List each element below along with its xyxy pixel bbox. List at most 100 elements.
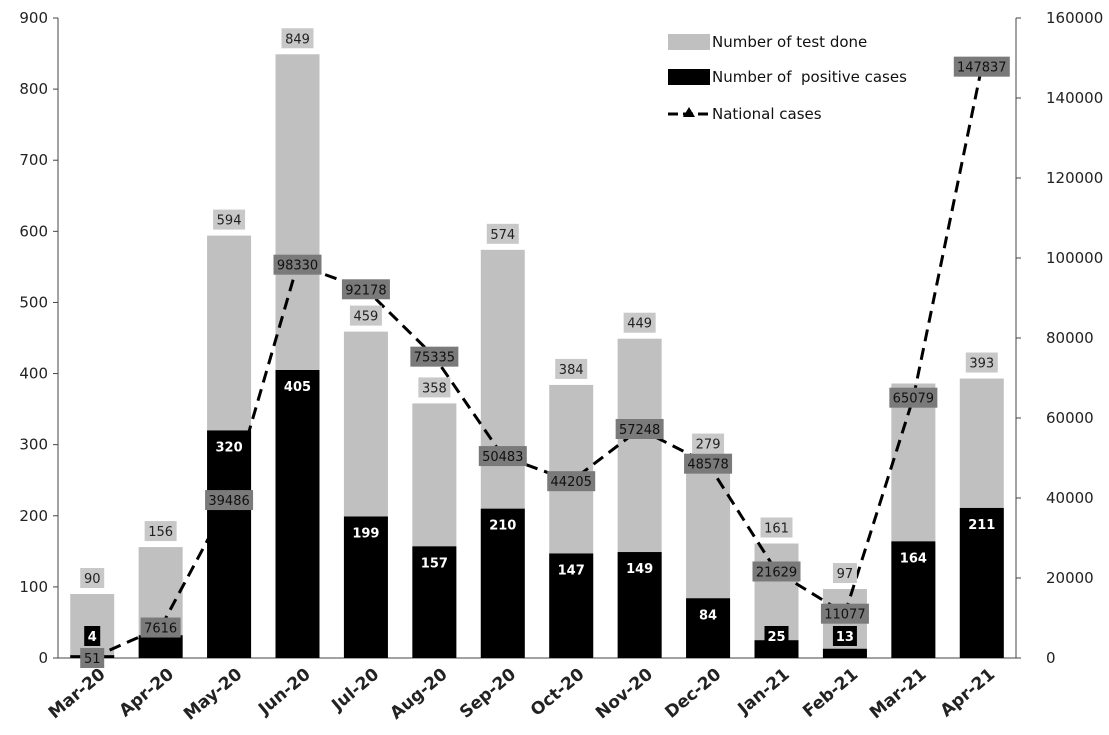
legend-marker-national — [683, 107, 695, 117]
national-data-label: 44205 — [551, 475, 592, 490]
national-data-label-bg — [684, 453, 733, 474]
national-data-label: 57248 — [619, 423, 660, 438]
y-right-tick-label: 120000 — [1046, 169, 1103, 187]
national-data-label: 51 — [84, 652, 101, 667]
positive-data-label: 199 — [352, 526, 379, 541]
y-right-tick-label: 40000 — [1046, 489, 1094, 507]
positive-data-label-bg — [555, 559, 588, 580]
legend-label-positive: Number of positive cases — [712, 68, 907, 86]
positive-data-label-bg — [84, 626, 101, 646]
tests-data-label: 156 — [148, 525, 173, 540]
positive-data-label: 211 — [968, 518, 995, 533]
national-data-label-bg — [80, 648, 105, 668]
positive-data-label-bg — [764, 626, 789, 646]
y-left-tick-label: 100 — [19, 578, 48, 596]
national-data-label: 48578 — [687, 458, 728, 473]
y-left-tick-label: 300 — [19, 436, 48, 454]
national-data-label-bg — [953, 56, 1010, 77]
bar-positive-cases — [822, 648, 867, 658]
tests-data-label-bg — [80, 568, 105, 588]
tests-data-label-bg — [144, 521, 177, 542]
tests-data-label: 849 — [285, 32, 310, 47]
national-data-label: 92178 — [345, 283, 386, 298]
legend-label-national: National cases — [712, 105, 822, 123]
tests-data-label: 97 — [837, 567, 854, 582]
positive-data-label: 84 — [699, 608, 717, 623]
tests-data-label-bg — [213, 209, 246, 230]
y-right-tick-label: 160000 — [1046, 9, 1103, 27]
x-tick-label: Aug-20 — [387, 664, 452, 723]
positive-data-label: 405 — [284, 380, 311, 395]
positive-data-label: 164 — [900, 551, 927, 566]
national-data-label: 39486 — [208, 494, 249, 509]
positive-data-label-bg — [623, 558, 656, 579]
data-labels-layer: 90 156 594 849 459 358 574 384 449 279 161 97 393 4 32… — [80, 28, 1010, 668]
bars-layer — [70, 54, 1004, 659]
x-tick-label: Dec-20 — [662, 664, 726, 722]
positive-data-label: 210 — [489, 519, 516, 534]
legend-swatch-positive — [668, 69, 710, 85]
national-data-label: 98330 — [277, 259, 318, 274]
national-data-label-bg — [889, 387, 938, 408]
tests-data-label-bg — [965, 352, 998, 373]
tests-data-label-bg — [281, 28, 314, 49]
y-right-tick-label: 60000 — [1046, 409, 1094, 427]
national-data-label-bg — [341, 279, 390, 300]
tests-data-label: 279 — [696, 438, 721, 453]
national-data-label-bg — [140, 617, 181, 638]
tests-data-label-bg — [623, 312, 656, 333]
positive-data-label: 13 — [836, 630, 854, 645]
positive-data-label: 4 — [88, 630, 97, 645]
national-data-label-bg — [820, 603, 869, 624]
positive-data-label: 149 — [626, 562, 653, 577]
x-tick-label: Mar-20 — [45, 664, 110, 723]
x-tick-label: Oct-20 — [527, 664, 589, 720]
tests-data-label: 90 — [84, 572, 101, 587]
y-right-tick-label: 0 — [1046, 649, 1056, 667]
tests-data-label: 449 — [627, 317, 652, 332]
x-tick-label: Feb-21 — [799, 665, 862, 722]
y-left-tick-label: 500 — [19, 293, 48, 311]
bar-positive-cases — [275, 370, 320, 658]
legend-swatch-tests — [668, 34, 710, 50]
tests-data-label: 459 — [354, 310, 379, 325]
national-data-label: 11077 — [824, 608, 865, 623]
national-data-label: 65079 — [893, 392, 934, 407]
positive-data-label-bg — [418, 552, 451, 573]
national-data-label-bg — [752, 561, 801, 582]
y-left-tick-label: 400 — [19, 365, 48, 383]
y-left-tick-label: 800 — [19, 80, 48, 98]
positive-data-label: 147 — [558, 563, 585, 578]
positive-data-label-bg — [832, 626, 857, 646]
x-tick-label: Nov-20 — [592, 664, 657, 723]
bar-positive-cases — [207, 430, 252, 658]
bar-positive-cases — [138, 635, 183, 658]
national-data-label-bg — [478, 446, 527, 467]
national-data-label: 7616 — [144, 622, 177, 637]
y-right-tick-label: 20000 — [1046, 569, 1094, 587]
legend: Number of test done Number of positive ca… — [668, 33, 907, 123]
national-data-label: 21629 — [756, 565, 797, 580]
x-tick-label: Jun-20 — [254, 664, 315, 719]
national-data-label-bg — [273, 254, 322, 275]
tests-data-label: 384 — [559, 363, 584, 378]
national-data-label-bg — [547, 471, 596, 492]
tests-data-label: 358 — [422, 381, 447, 396]
positive-data-label-bg — [897, 547, 930, 568]
y-left-tick-label: 200 — [19, 507, 48, 525]
y-right-tick-label: 80000 — [1046, 329, 1094, 347]
national-data-label-bg — [205, 490, 254, 511]
y-left-tick-label: 700 — [19, 151, 48, 169]
positive-data-label-bg — [696, 604, 721, 625]
legend-label-tests: Number of test done — [712, 33, 867, 51]
tests-data-label-bg — [760, 517, 793, 538]
national-data-label-bg — [615, 419, 664, 440]
tests-data-label-bg — [555, 358, 588, 379]
tests-data-label-bg — [486, 223, 519, 244]
positive-data-label: 157 — [421, 556, 448, 571]
x-tick-label: May-20 — [180, 664, 246, 724]
national-data-label: 50483 — [482, 450, 523, 465]
national-data-label: 75335 — [414, 351, 455, 366]
x-tick-label: Apr-20 — [116, 664, 178, 721]
